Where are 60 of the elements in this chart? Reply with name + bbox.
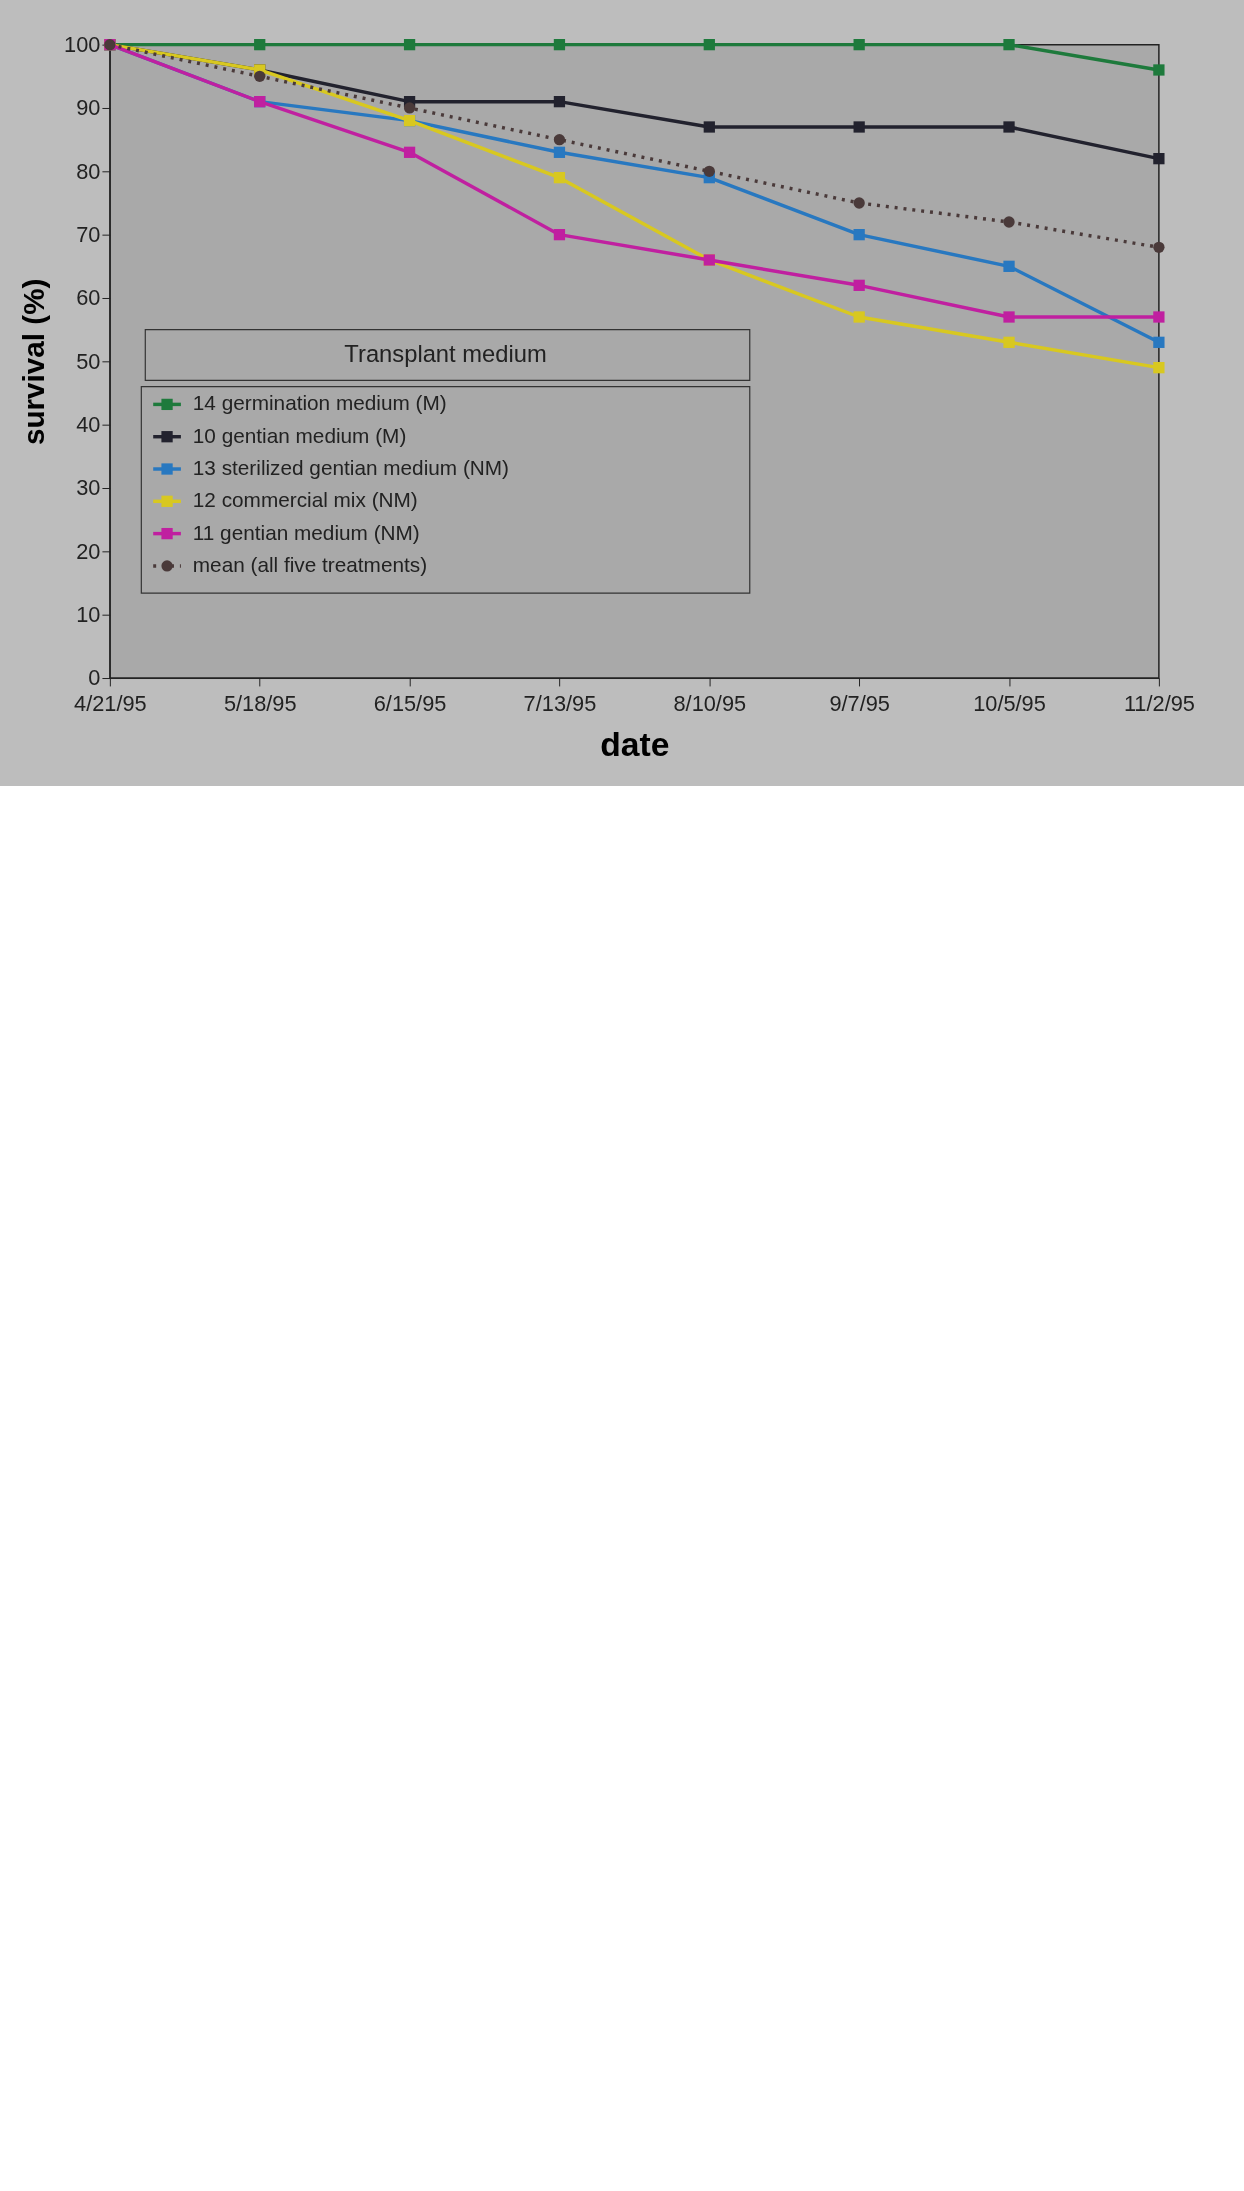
point (853, 197, 865, 209)
point (1153, 64, 1165, 76)
point (553, 229, 566, 241)
y-tick-label: 50 (76, 348, 101, 374)
x-tick-label: 10/5/95 (973, 691, 1046, 717)
y-tick-label: 0 (88, 665, 101, 691)
point (703, 165, 715, 177)
legend-label: 13 sterilized gentian medium (NM) (192, 455, 510, 479)
y-tick-label: 40 (76, 412, 101, 438)
y-tick-label: 20 (76, 538, 101, 564)
point (1153, 362, 1165, 374)
legend-label: 10 gentian medium (M) (192, 423, 407, 447)
y-tick-label: 70 (76, 222, 101, 248)
legend-title: Transplant medium (344, 339, 547, 367)
point (254, 70, 266, 82)
point (1003, 216, 1015, 228)
point (553, 146, 566, 158)
point (553, 96, 566, 108)
point (403, 39, 416, 51)
y-tick-label: 30 (76, 475, 101, 501)
x-tick-label: 4/21/95 (74, 691, 147, 717)
point (1003, 121, 1015, 133)
y-tick-label: 80 (76, 158, 101, 184)
x-tick-label: 11/2/95 (1123, 691, 1195, 717)
x-tick-label: 8/10/95 (673, 691, 747, 717)
x-tick-label: 6/15/95 (373, 691, 447, 717)
y-tick-label: 10 (76, 602, 101, 628)
x-axis-title: date (600, 725, 670, 763)
y-axis-title: survival (%) (17, 278, 51, 446)
point (1153, 311, 1165, 323)
x-tick-label: 5/18/95 (223, 691, 297, 717)
x-tick-label: 7/13/95 (523, 691, 597, 717)
point (1003, 336, 1015, 348)
point (553, 39, 566, 51)
point (1003, 260, 1015, 272)
legend-label: mean (all five treatments) (192, 552, 428, 576)
point (853, 229, 865, 241)
y-tick-label: 90 (76, 95, 101, 121)
point (1003, 39, 1015, 51)
point (553, 172, 566, 184)
point (853, 121, 865, 133)
point (553, 134, 566, 146)
x-tick-label: 9/7/95 (829, 691, 890, 717)
point (1153, 153, 1165, 165)
point (703, 39, 715, 51)
y-tick-label: 60 (76, 285, 101, 311)
point (853, 39, 865, 51)
point (1153, 241, 1165, 253)
point (254, 39, 266, 51)
point (403, 146, 416, 158)
point (853, 279, 865, 291)
point (853, 311, 865, 323)
point (1003, 311, 1015, 323)
legend-label: 12 commercial mix (NM) (192, 488, 418, 512)
legend-label: 11 gentian medium (NM) (192, 520, 420, 544)
legend-label: 14 germination medium (M) (192, 391, 447, 415)
y-tick-label: 100 (64, 32, 101, 58)
point (403, 102, 416, 114)
point (703, 121, 715, 133)
point (1153, 336, 1165, 348)
